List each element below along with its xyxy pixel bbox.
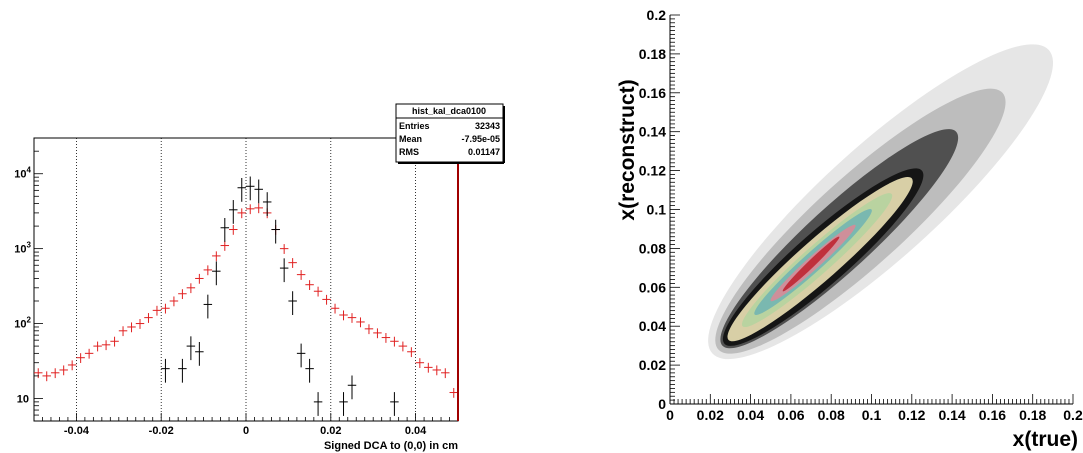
- y-tick-label-0: 10: [17, 393, 29, 405]
- contour-red: [782, 236, 840, 292]
- left-series: [34, 176, 458, 416]
- x-tick-label-3: 0.06: [777, 407, 804, 423]
- x-tick-label-9: 0.18: [1019, 407, 1046, 423]
- x-tick-label-8: 0.16: [979, 407, 1006, 423]
- right-x-axis-label: x(true): [1013, 428, 1078, 451]
- stats-rms-value: 0.01147: [468, 147, 500, 157]
- x-tick-label-1: -0.02: [149, 425, 174, 437]
- x-tick-label-10: 0.2: [1063, 407, 1083, 423]
- y-tick-label-9: 0.18: [639, 46, 666, 62]
- stats-entries-label: Entries: [399, 121, 430, 131]
- left-grid: [76, 138, 417, 421]
- x-tick-label-6: 0.12: [898, 407, 925, 423]
- stats-box-title: hist_kal_dca0100: [412, 106, 486, 116]
- right-x-ticks: 0 0.02 0.04 0.06 0.08 0.1 0.12 0.14 0.16 0.18 0.2: [666, 394, 1083, 423]
- x-tick-label-2: 0.04: [737, 407, 764, 423]
- y-tick-label-3: 0.06: [639, 279, 666, 295]
- y-tick-label-10: 0.2: [647, 7, 667, 23]
- stats-box-frame: [395, 103, 504, 163]
- x-tick-label-4: 0.04: [405, 425, 427, 437]
- y-tick-label-5: 0.1: [647, 202, 667, 218]
- stats-entries-value: 32343: [475, 121, 500, 131]
- x-tick-label-0: 0: [666, 407, 674, 423]
- y-tick-label-2: 0.04: [639, 318, 666, 334]
- stats-mean-label: Mean: [399, 134, 422, 144]
- left-histogram: -0.04 -0.02 0 0.02 0.04 10 102 103 104 Signed D…: [14, 103, 505, 452]
- y-tick-label-8: 0.16: [639, 85, 666, 101]
- y-tick-label-1: 0.02: [639, 357, 666, 373]
- left-y-ticks: 10 102 103 104: [14, 137, 43, 422]
- left-x-axis-label: Signed DCA to (0,0) in cm: [324, 440, 458, 452]
- stats-rms-label: RMS: [399, 147, 419, 157]
- right-y-ticks: 0 0.02 0.04 0.06 0.08 0.1 0.12 0.14 0.16 0.18 0.2: [639, 7, 680, 412]
- y-tick-label-4: 0.08: [639, 240, 666, 256]
- x-tick-label-1: 0.02: [697, 407, 724, 423]
- x-tick-label-0: -0.04: [64, 425, 90, 437]
- y-tick-label-6: 0.12: [639, 163, 666, 179]
- y-tick-label-7: 0.14: [639, 124, 666, 140]
- y-tick-label-1: 102: [14, 316, 31, 331]
- y-tick-label-3: 104: [14, 166, 31, 181]
- y-tick-label-2: 103: [14, 241, 31, 256]
- stats-mean-value: -7.95e-05: [461, 134, 500, 144]
- stats-box: hist_kal_dca0100 Entries 32343 Mean -7.9…: [395, 103, 505, 164]
- x-tick-label-5: 0.1: [862, 407, 882, 423]
- x-tick-label-2: 0: [243, 425, 249, 437]
- x-tick-label-7: 0.14: [938, 407, 965, 423]
- right-y-axis-label: x(reconstruct): [616, 79, 639, 220]
- y-tick-label-0: 0: [658, 396, 666, 412]
- x-tick-label-3: 0.02: [320, 425, 341, 437]
- right-heatmap: 0 0.02 0.04 0.06 0.08 0.1 0.12 0.14 0.16 0.18 0.2 …: [616, 7, 1083, 451]
- x-tick-label-4: 0.08: [818, 407, 845, 423]
- right-contours: [708, 44, 1054, 360]
- left-x-ticks: -0.04 -0.02 0 0.02 0.04: [33, 413, 459, 437]
